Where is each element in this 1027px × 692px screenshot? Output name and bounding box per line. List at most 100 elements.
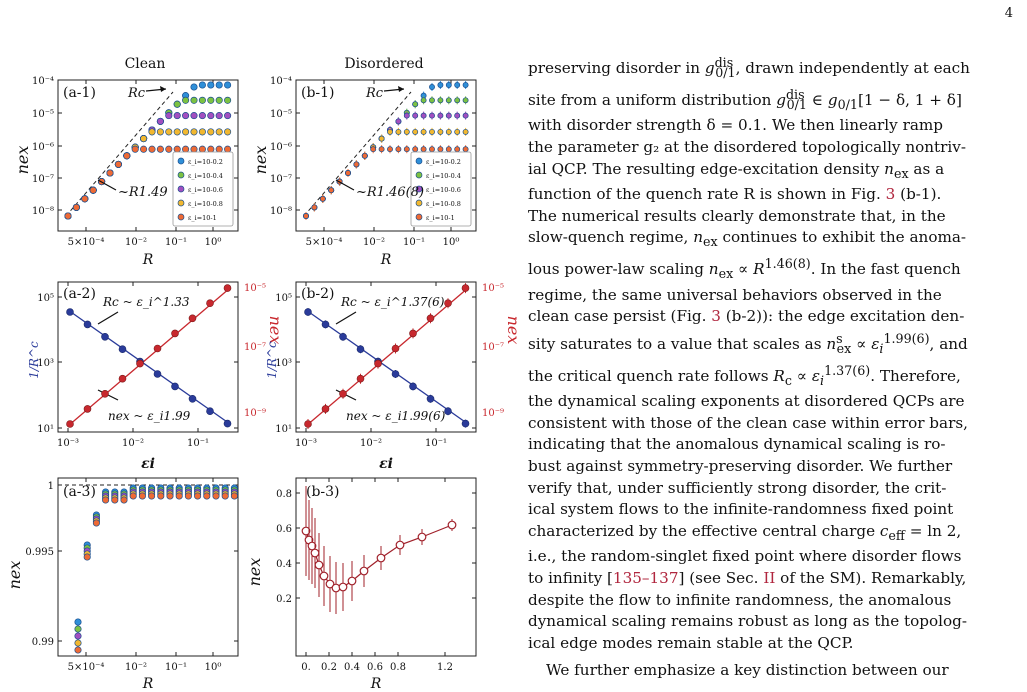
data-point [301,526,311,536]
data-point [370,146,377,153]
data-point [403,146,410,153]
x-axis-label: R [142,676,154,692]
legend-entry: ε_i=10-0.6 [188,186,223,194]
text-line: site from a uniform distribution gdis0/1… [528,86,962,112]
data-point [215,128,223,136]
y-tick-label: 0.995 [25,547,54,558]
data-point-red [374,359,382,368]
x-tick-label: 1.2 [437,662,453,673]
x-axis-label: R [142,252,154,268]
x-tick-label: 5×10⁻⁴ [68,237,105,248]
y-tick-label: 10⁻⁸ [270,206,292,217]
x-tick-label: 10⁻¹ [165,662,187,673]
y-tick-label-right: 10⁻⁹ [244,408,266,419]
data-point [64,212,72,220]
data-point [184,492,192,500]
x-axis-label: εi [141,456,155,472]
data-point [429,97,435,104]
data-point [129,492,137,500]
panel-label: (a-1) [63,85,96,101]
x-tick-label: 0.8 [390,662,406,673]
data-point [395,540,405,550]
data-point-blue [188,394,197,403]
data-point [175,492,183,500]
data-point [156,117,164,125]
data-point [81,195,89,203]
data-point [437,128,444,135]
y-tick-label: 10⁵ [37,293,54,304]
legend-marker [415,157,423,165]
text-line: ical system flows to the infinite-random… [528,500,954,519]
legend-entry: ε_i=10-0.4 [188,172,223,180]
data-point-red [321,405,330,413]
data-point [462,112,469,119]
legend-entry: ε_i=10-0.2 [188,158,223,166]
data-point [462,146,469,153]
panel-label: (a-2) [63,286,96,302]
arrow [97,311,119,325]
data-point [387,128,393,135]
x-axis-label: R [370,676,382,692]
data-point [182,112,190,120]
data-point [215,145,223,153]
data-point [190,83,198,91]
y-tick-label: 10³ [275,358,292,369]
fit-line-blue [305,309,469,425]
legend-marker [177,171,185,179]
crossover-marker: Rc [127,86,146,101]
data-point-red [444,299,452,308]
data-point [203,492,211,500]
panel-a3-frame [57,477,239,657]
data-point [387,146,393,153]
data-point-blue [304,308,312,316]
data-point [314,560,324,570]
page-number: 4 [1004,6,1013,21]
data-point [311,204,318,211]
legend-marker [415,213,423,221]
legend-marker [177,185,185,193]
data-point [74,646,82,654]
x-tick-label: 0.6 [367,662,383,673]
x-axis-label: R [380,252,392,268]
legend-entry: ε_i=10-1 [188,214,217,222]
x-tick-label: 10⁻² [125,662,147,673]
data-point [92,519,100,527]
text-line: ial QCP. The resulting edge-excitation d… [528,159,945,181]
x-tick-label: 10⁰ [443,237,460,248]
text-line: the critical quench rate follows Rc ∝ εi… [528,362,961,388]
x-axis-label: εi [379,456,393,472]
panel-label: (a-3) [63,484,96,500]
data-point [429,84,435,90]
data-point [114,160,122,168]
legend-marker [415,185,423,193]
text-line: the dynamical scaling exponents at disor… [528,392,965,411]
data-point [395,128,402,135]
x-tick-label: 5×10⁻⁴ [306,237,343,248]
data-point-red [136,359,144,368]
data-point [403,128,410,135]
arrow [97,179,117,191]
data-point [156,145,164,153]
data-point [194,492,202,500]
power-law-guide [65,91,174,217]
data-point [345,170,351,176]
data-point [361,152,368,159]
data-point [359,566,369,576]
x-tick-label: 10⁻² [125,237,147,248]
legend-entry: ε_i=10-0.4 [426,172,461,180]
data-point [403,112,410,119]
x-tick-label: 10⁰ [205,237,222,248]
legend-box [410,151,472,227]
panel-a2-frame [57,281,239,433]
data-point [319,195,326,202]
data-point-blue [444,407,452,416]
x-tick-label: 10⁻² [363,237,385,248]
data-point-red [153,344,162,353]
data-point-blue [409,382,417,391]
data-point-blue [223,419,232,428]
data-point [420,128,427,135]
text-line: i.e., the random-singlet fixed point whe… [528,547,962,566]
text-line: lous power-law scaling nex ∝ R1.46(8). I… [528,256,961,282]
data-point [454,146,461,153]
data-point [212,492,220,500]
